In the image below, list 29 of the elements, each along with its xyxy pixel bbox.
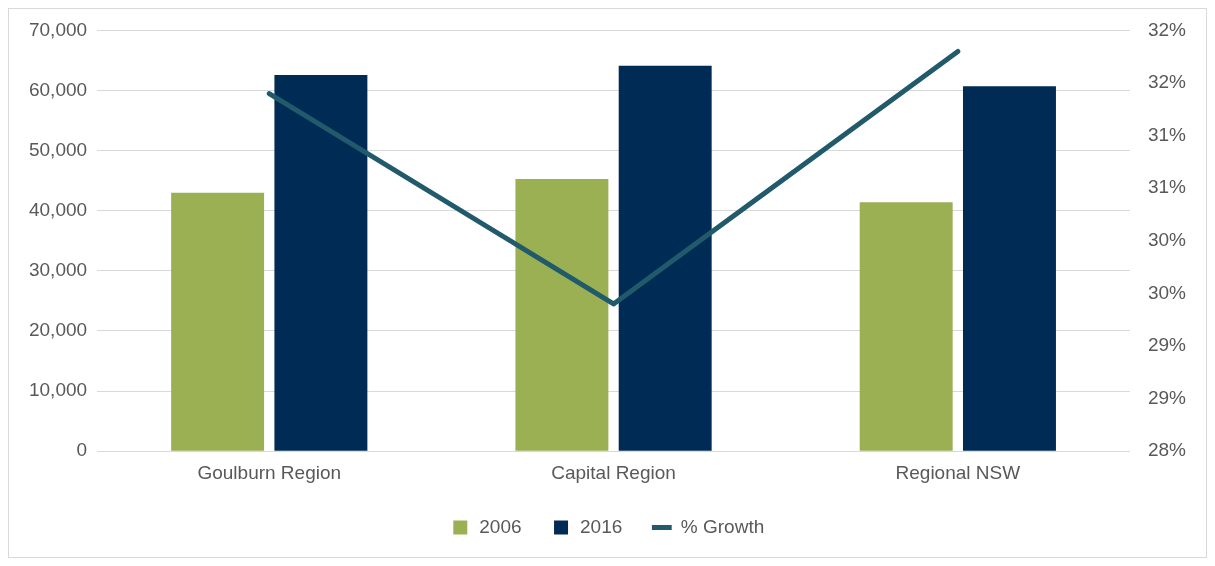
bar	[515, 178, 609, 451]
y-tick-label: 20,000	[28, 319, 88, 341]
y2-tick-label: 32%	[1147, 71, 1187, 93]
bar	[618, 65, 712, 451]
x-tick-label: Capital Region	[551, 461, 676, 483]
y2-tick-label: 30%	[1147, 229, 1187, 251]
y-tick-label: 70,000	[28, 18, 88, 40]
y2-tick-label: 31%	[1147, 176, 1187, 198]
legend-label: % Growth	[680, 515, 765, 537]
y-tick-label: 0	[76, 439, 88, 461]
legend-label: 2016	[580, 515, 623, 537]
legend-label: 2006	[479, 515, 522, 537]
bar	[171, 192, 265, 451]
y-tick-label: 60,000	[28, 78, 88, 100]
x-tick-label: Regional NSW	[895, 461, 1021, 483]
y2-tick-label: 32%	[1147, 18, 1187, 40]
x-tick-label: Goulburn Region	[197, 461, 342, 483]
bar	[274, 74, 368, 451]
y-tick-label: 50,000	[28, 138, 88, 160]
y-tick-label: 40,000	[28, 198, 88, 220]
y2-tick-label: 30%	[1147, 281, 1187, 303]
y-tick-label: 10,000	[28, 379, 88, 401]
bar	[962, 86, 1056, 451]
y2-tick-label: 29%	[1147, 386, 1187, 408]
y2-tick-label: 28%	[1147, 439, 1187, 461]
y2-tick-label: 31%	[1147, 123, 1187, 145]
y2-tick-label: 29%	[1147, 334, 1187, 356]
y-tick-label: 30,000	[28, 259, 88, 281]
bar	[859, 202, 953, 451]
